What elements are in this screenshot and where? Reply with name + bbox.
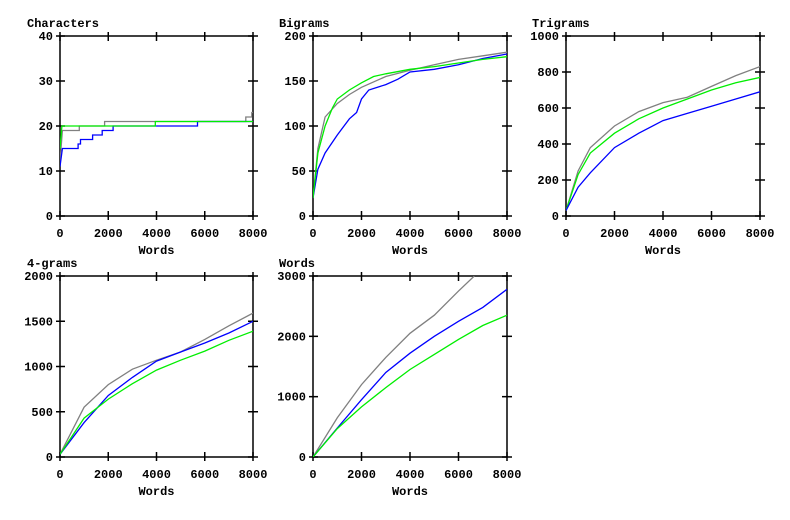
series-line-blue	[566, 91, 760, 211]
series-line-gray	[313, 51, 507, 199]
y-tick-label: 1500	[24, 315, 53, 329]
x-tick-label: 8000	[493, 227, 522, 241]
subplot-title: Characters	[27, 17, 99, 31]
y-tick-label: 1000	[530, 30, 559, 44]
x-tick-label: 6000	[190, 468, 219, 482]
x-tick-label: 6000	[190, 227, 219, 241]
x-tick-label: 0	[56, 468, 63, 482]
series-line-gray	[60, 312, 253, 455]
x-axis-label: Words	[392, 244, 428, 258]
y-tick-label: 500	[31, 406, 53, 420]
series-line-blue	[313, 288, 507, 457]
y-tick-label: 0	[299, 451, 306, 465]
y-tick-label: 50	[292, 165, 306, 179]
y-tick-label: 200	[537, 174, 559, 188]
x-tick-label: 0	[562, 227, 569, 241]
x-axis-label: Words	[138, 244, 174, 258]
x-tick-label: 2000	[600, 227, 629, 241]
x-tick-label: 6000	[444, 468, 473, 482]
series-line-green	[60, 120, 253, 149]
y-tick-label: 0	[46, 451, 53, 465]
series-line-green	[313, 314, 507, 457]
y-tick-label: 1000	[277, 391, 306, 405]
x-tick-label: 4000	[142, 227, 171, 241]
series-line-blue	[60, 120, 253, 167]
series-line-gray	[566, 65, 760, 211]
x-tick-label: 2000	[347, 468, 376, 482]
y-tick-label: 0	[552, 210, 559, 224]
x-tick-label: 8000	[746, 227, 775, 241]
x-tick-label: 4000	[142, 468, 171, 482]
y-tick-label: 150	[284, 75, 306, 89]
y-tick-label: 0	[46, 210, 53, 224]
series-line-green	[566, 76, 760, 211]
series-line-blue	[313, 53, 507, 199]
x-tick-label: 2000	[94, 227, 123, 241]
x-tick-label: 2000	[94, 468, 123, 482]
y-tick-label: 2000	[277, 330, 306, 344]
y-tick-label: 0	[299, 210, 306, 224]
y-tick-label: 2000	[24, 270, 53, 284]
x-tick-label: 6000	[697, 227, 726, 241]
x-tick-label: 4000	[649, 227, 678, 241]
y-tick-label: 200	[284, 30, 306, 44]
series-line-green	[60, 330, 253, 455]
series-line-blue	[60, 320, 253, 455]
subplot-3: 0 2000 4000 6000 8000 0 200 400 600 800 1000Trigra…	[530, 17, 774, 258]
y-tick-label: 100	[284, 120, 306, 134]
x-tick-label: 0	[309, 468, 316, 482]
y-tick-label: 800	[537, 66, 559, 80]
x-tick-label: 2000	[347, 227, 376, 241]
x-tick-label: 6000	[444, 227, 473, 241]
x-tick-label: 0	[309, 227, 316, 241]
x-tick-label: 4000	[396, 468, 425, 482]
series-line-gray	[60, 111, 253, 163]
y-tick-label: 3000	[277, 270, 306, 284]
y-tick-label: 30	[39, 75, 53, 89]
subplot-4: 0 2000 4000 6000 800005001000150020004-grams…	[24, 257, 267, 499]
x-axis-label: Words	[645, 244, 681, 258]
subplot-title: 4-grams	[27, 257, 77, 271]
x-tick-label: 0	[56, 227, 63, 241]
y-tick-label: 20	[39, 120, 53, 134]
y-tick-label: 10	[39, 165, 53, 179]
y-tick-label: 400	[537, 138, 559, 152]
x-tick-label: 8000	[239, 468, 268, 482]
series-line-gray	[313, 276, 475, 457]
x-axis-label: Words	[392, 485, 428, 499]
y-tick-label: 600	[537, 102, 559, 116]
subplot-title: Trigrams	[532, 17, 590, 31]
series-line-green	[313, 56, 507, 199]
subplot-title: Words	[279, 257, 315, 271]
x-axis-label: Words	[138, 485, 174, 499]
y-tick-label: 1000	[24, 361, 53, 375]
y-tick-label: 40	[39, 30, 53, 44]
x-tick-label: 4000	[396, 227, 425, 241]
x-tick-label: 8000	[239, 227, 268, 241]
x-tick-label: 8000	[493, 468, 522, 482]
subplot-title: Bigrams	[279, 17, 329, 31]
